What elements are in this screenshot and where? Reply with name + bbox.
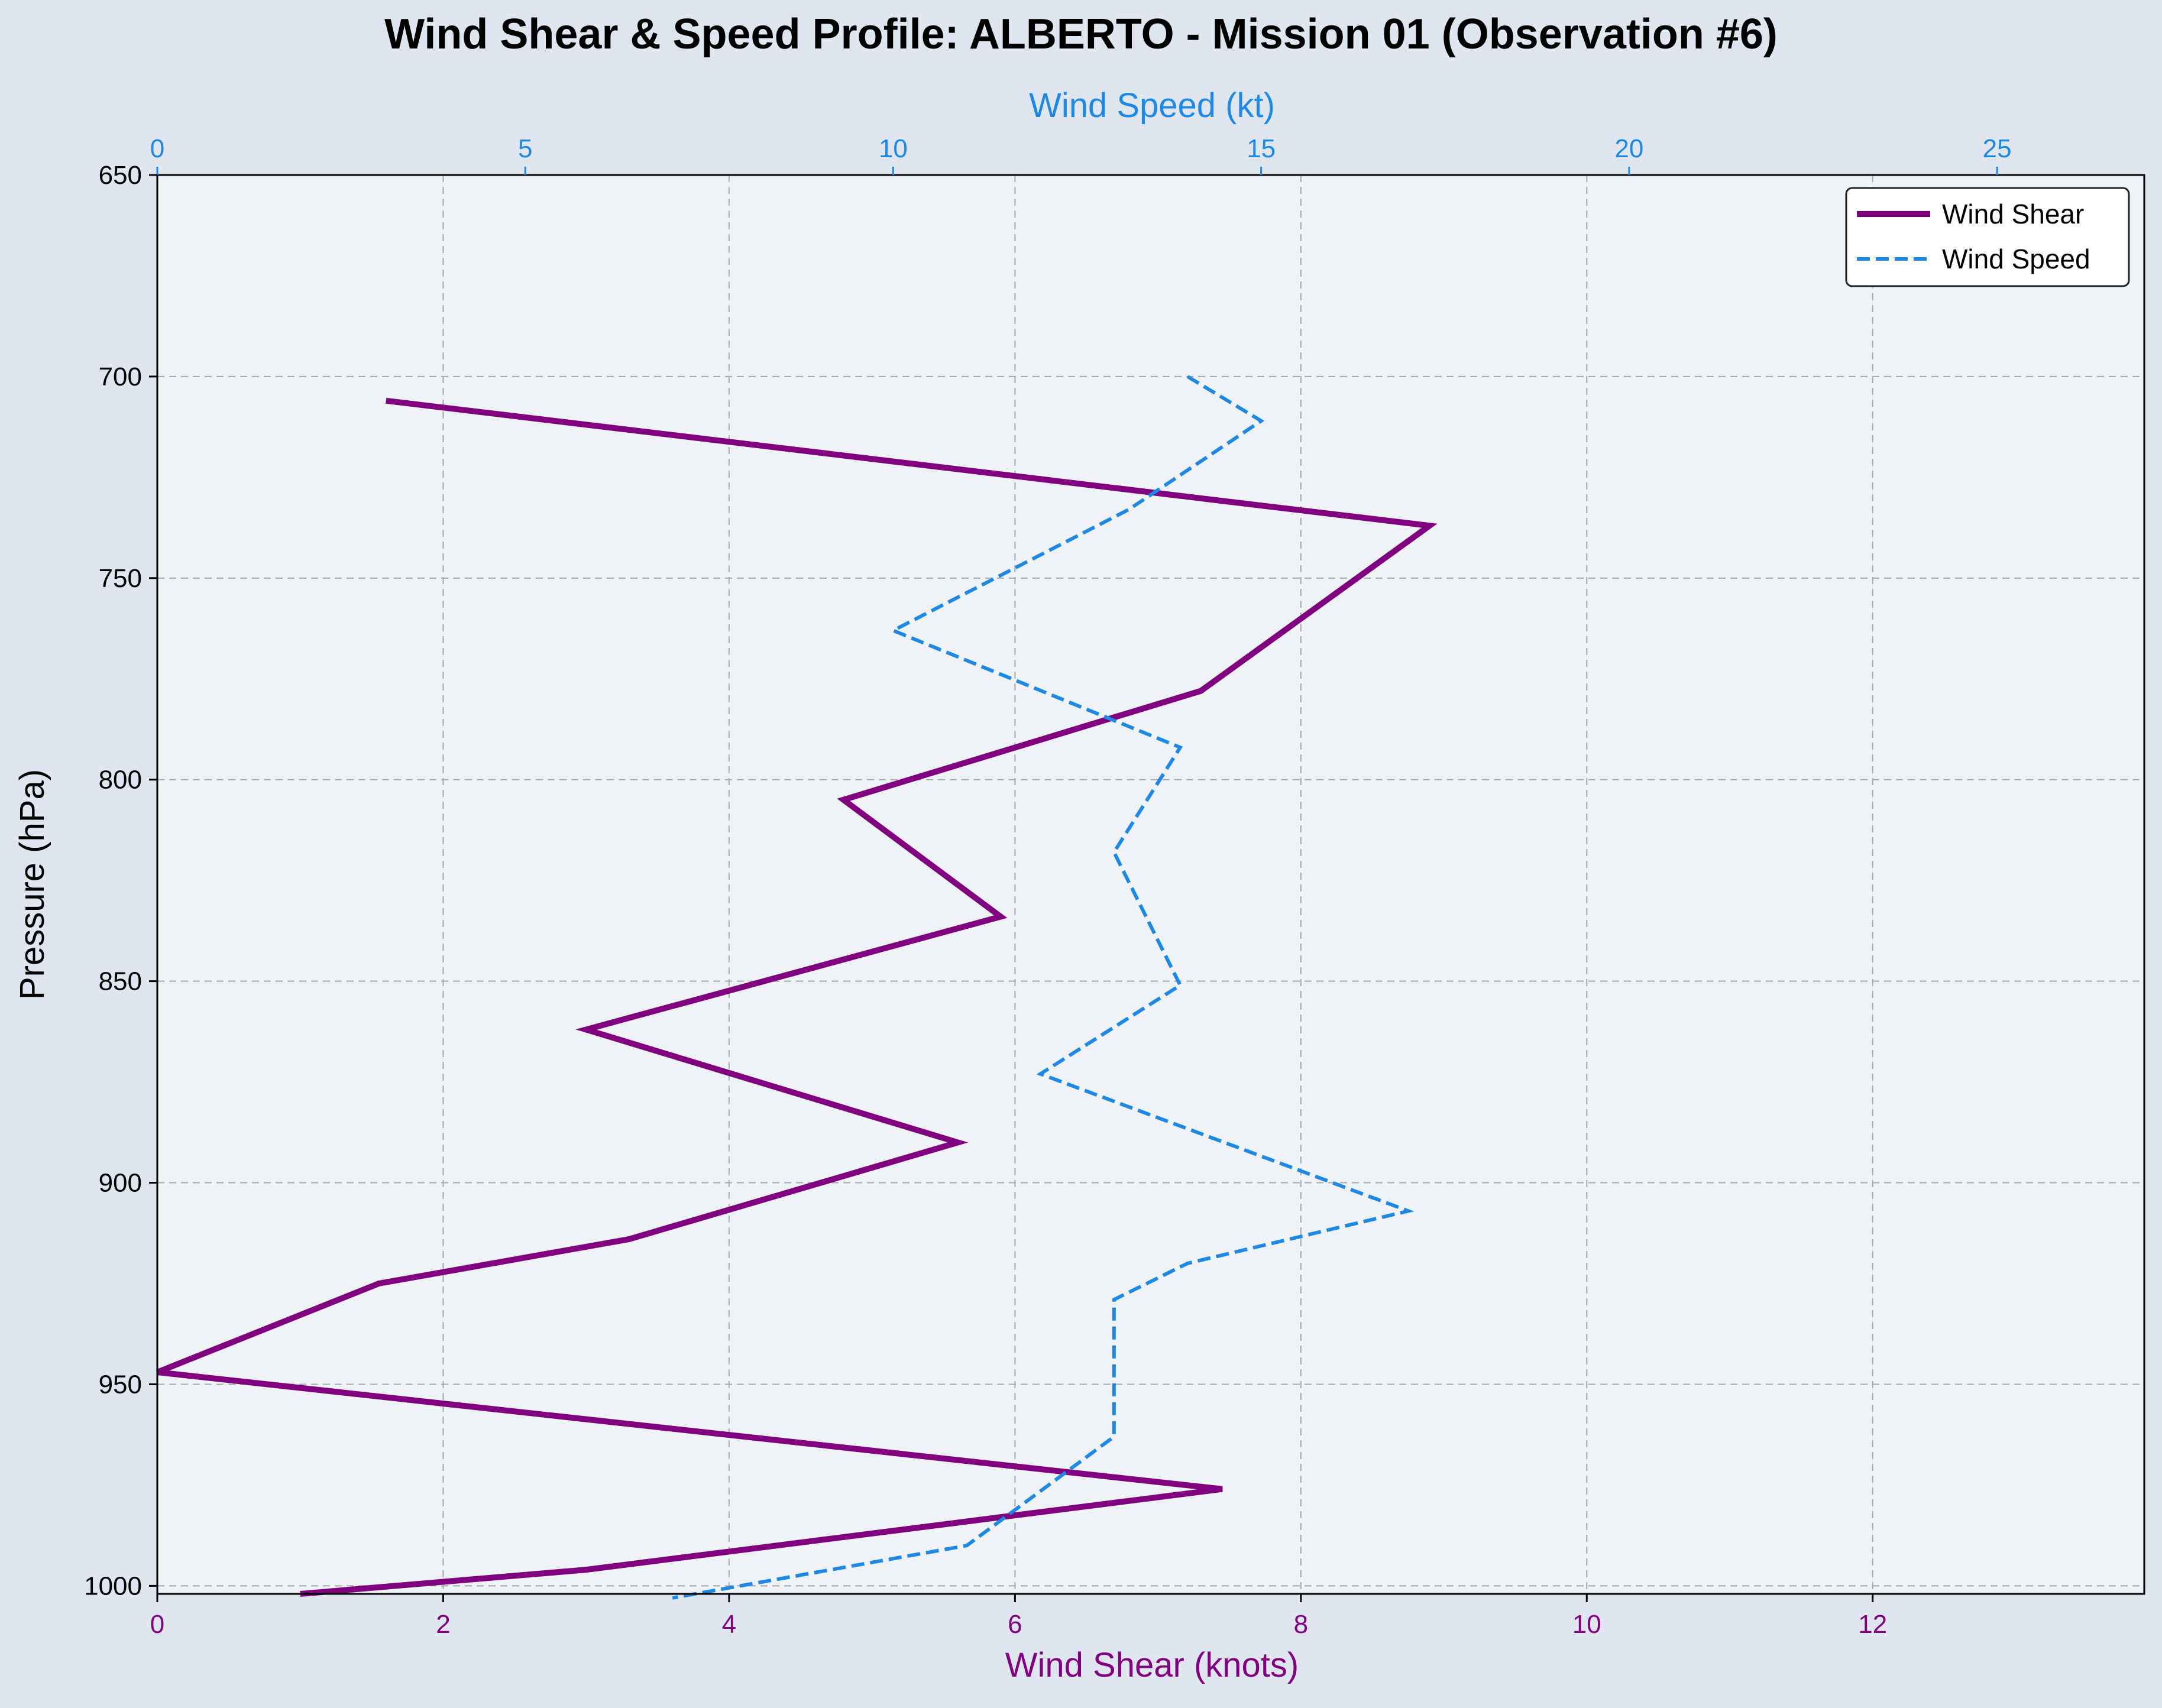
y-tick-label: 1000 [84, 1571, 142, 1600]
y-tick-label: 650 [99, 161, 142, 190]
x-bottom-tick-label: 0 [150, 1610, 164, 1639]
y-tick-label: 900 [99, 1169, 142, 1198]
x-axis-label-wind-shear: Wind Shear (knots) [1005, 1646, 1299, 1684]
x-bottom-tick-label: 6 [1008, 1610, 1022, 1639]
x-top-tick-label: 10 [879, 134, 908, 163]
x-top-tick-label: 15 [1247, 134, 1276, 163]
x-bottom-tick-label: 4 [722, 1610, 736, 1639]
x-top-tick-label: 0 [150, 134, 164, 163]
x-axis-label-wind-speed: Wind Speed (kt) [1029, 86, 1275, 125]
x-bottom-tick-label: 2 [436, 1610, 450, 1639]
legend-label-wind-speed: Wind Speed [1942, 244, 2090, 274]
x-top-tick-label: 20 [1614, 134, 1643, 163]
plot-area [157, 175, 2144, 1594]
y-tick-label: 800 [99, 766, 142, 795]
x-bottom-tick-label: 8 [1294, 1610, 1308, 1639]
y-tick-label: 950 [99, 1370, 142, 1399]
legend: Wind Shear Wind Speed [1846, 188, 2129, 286]
y-axis-label: Pressure (hPa) [13, 769, 51, 1000]
y-tick-label: 850 [99, 967, 142, 996]
x-bottom-tick-label: 10 [1572, 1610, 1601, 1639]
x-top-tick-label: 25 [1983, 134, 2012, 163]
x-top-tick-label: 5 [518, 134, 532, 163]
y-tick-label: 750 [99, 564, 142, 593]
x-bottom-tick-label: 12 [1858, 1610, 1887, 1639]
chart-title: Wind Shear & Speed Profile: ALBERTO - Mi… [384, 11, 1778, 58]
y-tick-label: 700 [99, 362, 142, 391]
legend-label-wind-shear: Wind Shear [1942, 199, 2084, 229]
